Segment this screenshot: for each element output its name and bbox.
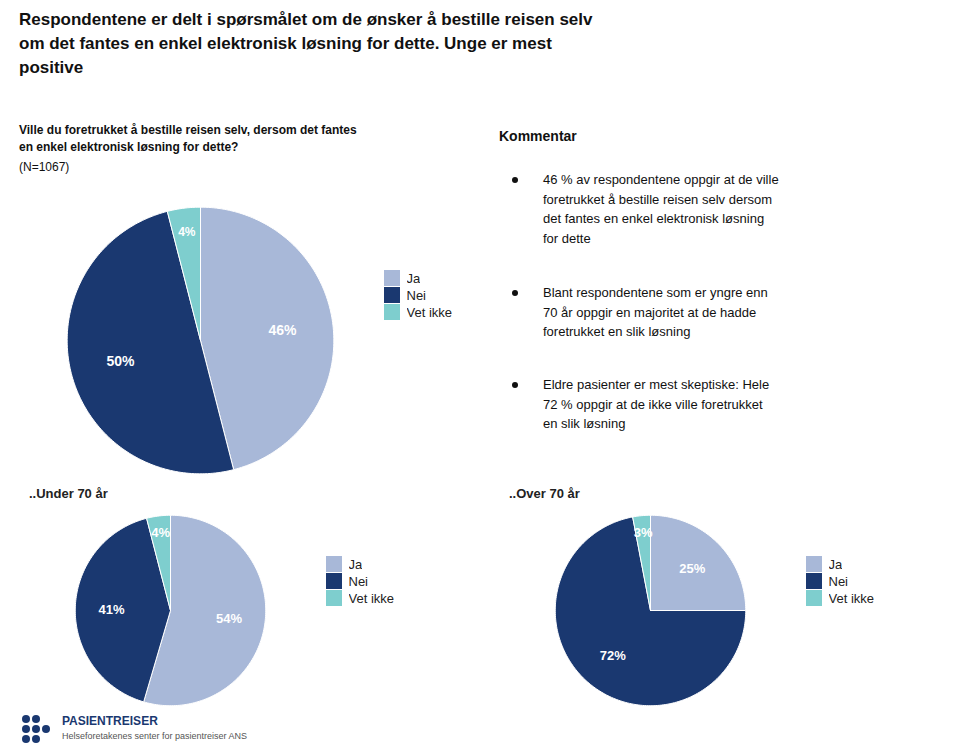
svg-text:41%: 41% [98,602,124,617]
svg-text:50%: 50% [106,353,135,369]
html-text:..Under 70 år: ..Under 70 år [29,486,108,501]
html-text:Ja: Ja [828,556,843,572]
svg-text:4%: 4% [151,525,170,540]
html-text:Vet ikke: Vet ikke [348,590,394,606]
html-text:Ja: Ja [348,556,363,572]
html-text:(N=1067): (N=1067) [19,160,70,174]
svg-text:4%: 4% [178,225,196,239]
html-text:Nei: Nei [406,287,426,303]
html-text:Nei: Nei [828,573,848,589]
svg-text:72%: 72% [600,648,626,663]
html-text:Blant respondentene som er yng: Blant respondentene som er yngre enn 70 … [543,285,768,339]
html-text:46 % av respondentene oppgir a: 46 % av respondentene oppgir at de ville… [543,172,779,246]
html-text:Kommentar: Kommentar [499,128,577,144]
svg-text:54%: 54% [216,611,242,626]
html-text:Nei: Nei [348,573,368,589]
html-text:..Over 70 år: ..Over 70 år [509,486,580,501]
html-text:Helseforetakenes senter for pa: Helseforetakenes senter for pasientreise… [62,731,248,741]
html-text:Ja: Ja [406,270,421,286]
html-text:Eldre pasienter er mest skepti: Eldre pasienter er mest skeptiske: Hele … [543,377,770,431]
html-text:Respondentene er delt i spørsm: Respondentene er delt i spørsmålet om de… [19,10,593,77]
html-text:Ville du foretrukket å bestill: Ville du foretrukket å bestille reisen s… [19,123,357,154]
html-text:Vet ikke: Vet ikke [406,304,452,320]
html-text:PASIENTREISER: PASIENTREISER [62,714,158,728]
svg-text:3%: 3% [634,525,653,540]
html-text:Vet ikke: Vet ikke [828,590,874,606]
svg-text:46%: 46% [268,322,297,338]
svg-text:25%: 25% [679,561,705,576]
